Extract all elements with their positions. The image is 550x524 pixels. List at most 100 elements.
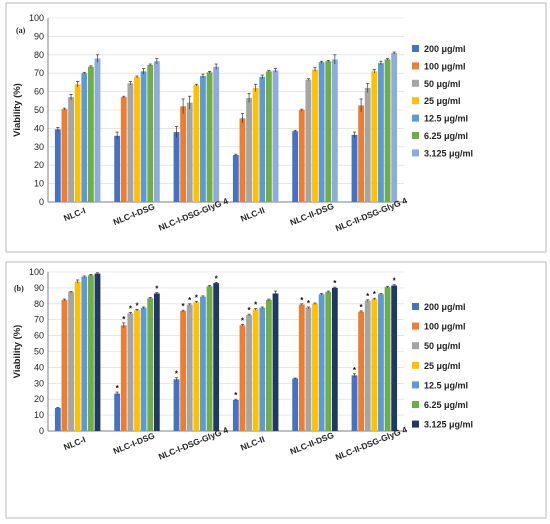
significance-star: *: [116, 384, 120, 393]
bar: [153, 61, 160, 202]
significance-star: *: [254, 301, 258, 310]
legend-entry: 200 μg/ml: [424, 44, 466, 54]
bar: [358, 311, 365, 431]
significance-star: *: [241, 316, 245, 325]
legend-swatch: [412, 342, 419, 350]
bar: [61, 299, 68, 431]
y-tick-label: 100: [29, 267, 44, 277]
bar: [114, 393, 121, 431]
significance-star: *: [215, 274, 219, 283]
bar: [186, 304, 193, 431]
bar: [378, 294, 384, 431]
bar: [94, 58, 101, 203]
legend-swatch: [412, 381, 419, 389]
legend-entry: 100 μg/ml: [424, 61, 466, 71]
legend-entry: 25 μg/ml: [424, 361, 461, 371]
bar: [173, 379, 180, 431]
bar: [200, 75, 206, 202]
bar: [81, 276, 88, 431]
bar: [232, 155, 239, 202]
bar: [239, 118, 246, 202]
bar: [259, 76, 266, 202]
legend-entry: 3.125 μg/ml: [424, 420, 473, 430]
y-tick-label: 50: [34, 105, 44, 115]
legend-swatch: [412, 322, 419, 330]
y-tick-label: 10: [34, 179, 44, 189]
y-tick-label: 70: [34, 315, 44, 325]
y-tick-label: 40: [34, 123, 44, 133]
legend-swatch: [412, 401, 419, 408]
bar: [74, 281, 81, 431]
y-tick-label: 80: [34, 299, 44, 309]
x-category-label: NLC-I-DSG: [112, 430, 157, 456]
legend-swatch: [412, 114, 419, 122]
significance-star: *: [195, 293, 199, 302]
bar: [206, 72, 213, 202]
y-tick-label: 70: [34, 68, 44, 78]
bar: [54, 129, 61, 202]
bar: [312, 69, 318, 203]
legend-entry: 50 μg/ml: [424, 341, 461, 351]
y-tick-label: 30: [34, 378, 44, 388]
bar: [193, 85, 200, 202]
bar: [384, 59, 391, 203]
y-tick-label: 20: [34, 160, 44, 170]
significance-star: *: [247, 306, 251, 315]
bar: [272, 293, 279, 431]
y-tick-label: 20: [34, 394, 44, 404]
bar: [265, 71, 272, 202]
significance-star: *: [373, 290, 377, 299]
significance-star: *: [393, 277, 397, 286]
x-category-label: NLC-I-DSG-GlyG 4: [157, 425, 230, 462]
legend-entry: 6.25 μg/ml: [424, 131, 468, 141]
legend-entry: 6.25 μg/ml: [424, 400, 468, 410]
bar: [186, 102, 193, 202]
significance-star: *: [155, 285, 159, 294]
significance-star: *: [182, 302, 186, 311]
legend-swatch: [412, 420, 419, 428]
bar: [140, 71, 147, 202]
significance-star: *: [135, 301, 139, 310]
legend-entry: 25 μg/ml: [424, 96, 461, 106]
significance-star: *: [175, 370, 179, 379]
bar: [68, 291, 74, 431]
bar: [87, 66, 94, 202]
bar: [87, 275, 94, 431]
bar: [391, 52, 398, 203]
bar: [153, 293, 160, 431]
bar: [180, 310, 187, 431]
legend-swatch: [412, 62, 419, 70]
legend-entry: 3.125 μg/ml: [424, 148, 473, 158]
significance-star: *: [307, 299, 311, 308]
bar: [206, 286, 213, 431]
y-tick-label: 60: [34, 331, 44, 341]
bar: [384, 287, 391, 431]
bar: [239, 325, 246, 431]
bar: [371, 71, 378, 202]
significance-star: *: [366, 292, 370, 301]
y-tick-label: 50: [34, 347, 44, 357]
legend-entry: 100 μg/ml: [424, 322, 466, 332]
bar: [180, 106, 187, 202]
legend-swatch: [412, 97, 419, 105]
panel-frame: [5, 2, 547, 253]
bar: [318, 294, 325, 431]
panel-frame: [5, 261, 547, 519]
legend-swatch: [412, 79, 419, 87]
bar: [312, 303, 318, 431]
legend-entry: 12.5 μg/ml: [424, 114, 468, 124]
bar: [127, 83, 134, 202]
legend-swatch: [412, 132, 419, 139]
bar: [298, 110, 305, 202]
significance-star: *: [353, 366, 357, 375]
bar: [391, 285, 398, 431]
significance-star: *: [122, 315, 126, 324]
bar: [127, 313, 134, 431]
legend-entry: 12.5 μg/ml: [424, 380, 468, 390]
bar: [81, 73, 88, 202]
bar: [213, 283, 220, 431]
bar: [232, 399, 239, 431]
y-tick-label: 0: [39, 197, 44, 207]
y-tick-label: 90: [34, 283, 44, 293]
